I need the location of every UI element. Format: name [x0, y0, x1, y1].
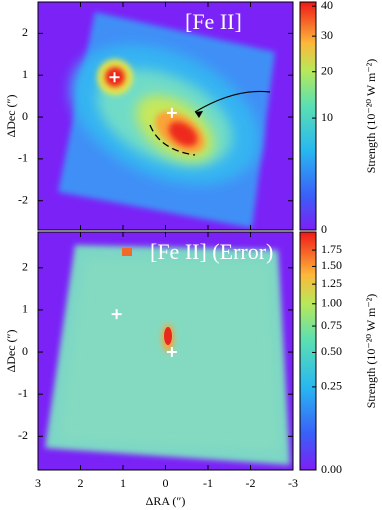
map-bottom [38, 232, 293, 470]
x-tick-label: 1 [120, 476, 126, 490]
y-tick-label: -1 [18, 386, 28, 400]
y-tick-label: 0 [22, 344, 28, 358]
colorbar [300, 232, 316, 470]
y-tick-label: 1 [22, 67, 28, 81]
panel-title: [Fe II] (Error) [150, 239, 273, 264]
frame [299, 231, 317, 471]
colorbar-tick-label: 30 [321, 28, 333, 42]
y-tick-label: -2 [18, 192, 28, 206]
marker [166, 347, 177, 358]
y-axis-label: ΔDec (″) [4, 94, 18, 137]
colorbar-tick-label: 0.00 [321, 462, 342, 476]
colorbar-tick-label: 1.00 [321, 296, 342, 310]
x-tick-label: 3 [35, 476, 41, 490]
y-tick-label: 0 [22, 109, 28, 123]
x-tick-label: -1 [203, 476, 213, 490]
colorbar-tick-label: 1.50 [321, 258, 342, 272]
colorbar-label: Strength (10⁻²⁰ W m⁻²) [364, 294, 378, 409]
marker [111, 309, 122, 320]
colorbar-tick-label: 0 [321, 222, 327, 236]
colorbar-tick-label: 10 [321, 110, 333, 124]
frame [299, 1, 317, 231]
colorbar-tick-label: 40 [321, 0, 333, 12]
y-tick-label: 2 [22, 25, 28, 39]
x-tick-label: 2 [78, 476, 84, 490]
y-tick-label: 2 [22, 260, 28, 274]
colorbar-tick-label: 1.25 [321, 276, 342, 290]
y-tick-label: -2 [18, 428, 28, 442]
y-axis-label: ΔDec (″) [4, 329, 18, 372]
colorbar-tick-label: 1.75 [321, 242, 342, 256]
x-tick-label: 0 [163, 476, 169, 490]
x-tick-label: -3 [288, 476, 298, 490]
map-top [38, 2, 293, 230]
y-tick-label: -1 [18, 151, 28, 165]
colorbar-label: Strength (10⁻²⁰ W m⁻²) [364, 59, 378, 174]
x-axis-label: ΔRA (″) [146, 494, 186, 508]
colorbar-tick-label: 0.50 [321, 344, 342, 358]
colorbar-tick-label: 20 [321, 63, 333, 77]
y-tick-label: 1 [22, 302, 28, 316]
colorbar-tick-label: 0.75 [321, 318, 342, 332]
colorbar [300, 2, 316, 230]
marker [109, 72, 120, 83]
panel-title: [Fe II] [185, 9, 242, 34]
x-tick-label: -2 [246, 476, 256, 490]
marker [166, 107, 177, 118]
colorbar-tick-label: 0.25 [321, 379, 342, 393]
